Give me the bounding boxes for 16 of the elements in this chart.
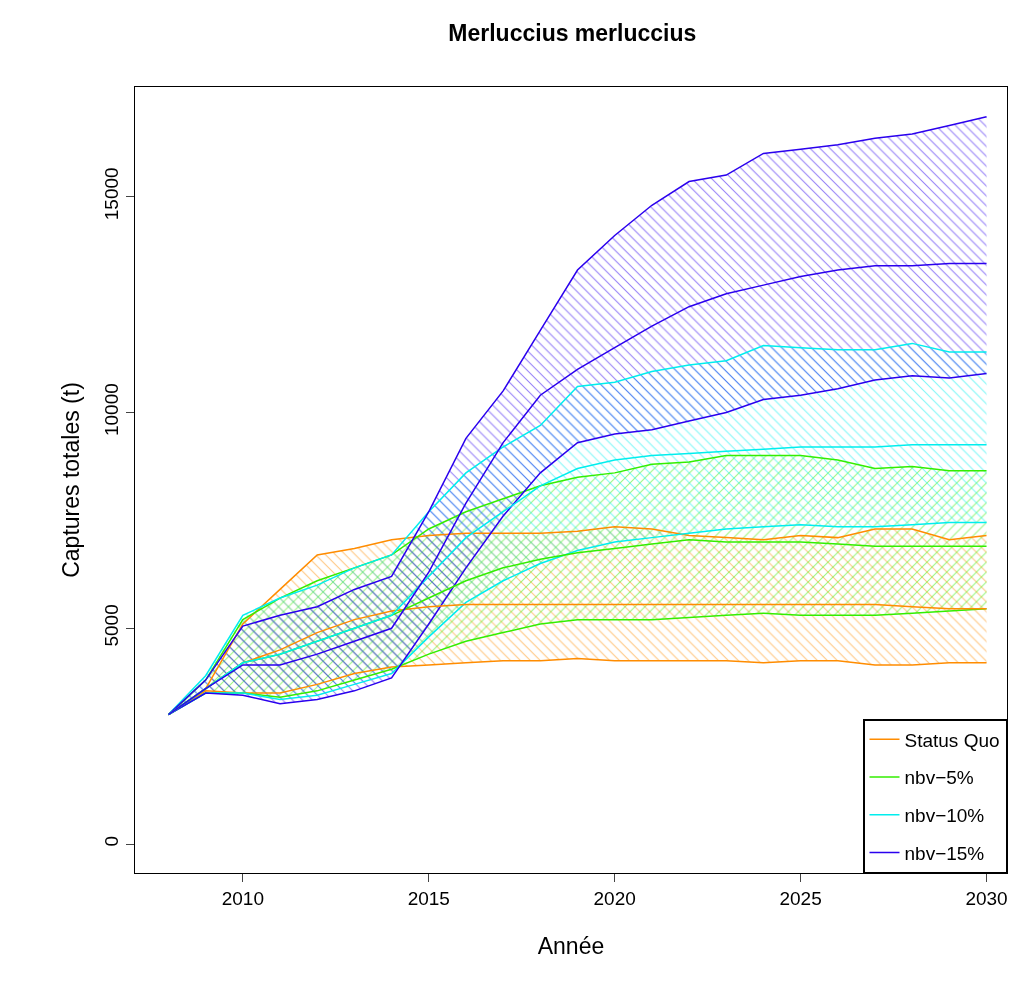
y-tick-label: 15000 <box>101 167 123 221</box>
x-tick-label: 2025 <box>779 887 822 909</box>
x-axis-title: Année <box>537 933 605 960</box>
legend-label: Status Quo <box>904 729 1000 751</box>
legend-label: nbv−15% <box>904 842 985 864</box>
y-tick-label: 5000 <box>101 604 123 647</box>
x-tick-label: 2030 <box>965 887 1008 909</box>
legend-label: nbv−5% <box>904 767 974 789</box>
x-tick-label: 2010 <box>221 887 264 909</box>
y-tick-label: 10000 <box>101 383 123 437</box>
chart-title: Merluccius merluccius <box>448 19 697 46</box>
legend-label: nbv−10% <box>904 805 985 827</box>
x-tick-label: 2020 <box>593 887 636 909</box>
y-tick-label: 0 <box>101 835 123 847</box>
y-axis-title: Captures totales (t) <box>57 382 84 578</box>
x-tick-label: 2015 <box>407 887 450 909</box>
